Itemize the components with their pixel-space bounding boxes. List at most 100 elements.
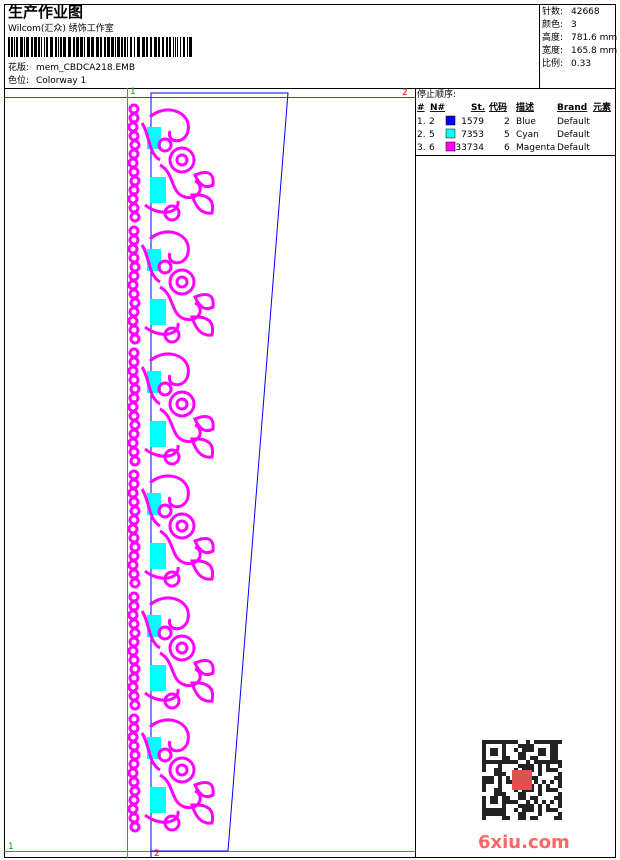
qr-cell bbox=[482, 780, 486, 784]
bar bbox=[121, 37, 123, 57]
qr-cell bbox=[486, 808, 490, 812]
qr-cell bbox=[506, 756, 510, 760]
qr-cell bbox=[502, 816, 506, 820]
qr-cell bbox=[514, 800, 518, 804]
qr-cell bbox=[498, 760, 502, 764]
bar bbox=[60, 37, 62, 57]
qr-cell bbox=[534, 816, 538, 820]
bar bbox=[154, 37, 157, 57]
qr-cell bbox=[546, 804, 550, 808]
bar bbox=[34, 37, 37, 57]
qr-cell bbox=[482, 808, 486, 812]
bar bbox=[96, 37, 99, 57]
qr-cell bbox=[506, 740, 510, 744]
qr-cell bbox=[482, 756, 486, 760]
bar bbox=[87, 37, 90, 57]
column-header: 代码 bbox=[488, 101, 507, 113]
needle: 5 bbox=[429, 130, 435, 140]
qr-cell bbox=[482, 812, 486, 816]
bar bbox=[20, 37, 23, 57]
qr-cell bbox=[526, 744, 530, 748]
qr-cell bbox=[558, 804, 562, 808]
qr-cell bbox=[482, 748, 486, 752]
qr-cell bbox=[490, 752, 494, 756]
qr-cell bbox=[494, 812, 498, 816]
qr-cell bbox=[494, 796, 498, 800]
brand: Default bbox=[557, 143, 590, 153]
qr-cell bbox=[502, 804, 506, 808]
qr-cell bbox=[530, 764, 534, 768]
bar bbox=[55, 37, 57, 57]
bar bbox=[177, 37, 178, 57]
qr-cell bbox=[502, 800, 506, 804]
column-header: Brand bbox=[557, 103, 587, 113]
qr-cell bbox=[490, 740, 494, 744]
qr-cell bbox=[502, 792, 506, 796]
design-area: 1 2 1 2 bbox=[4, 87, 415, 859]
qr-cell bbox=[538, 752, 542, 756]
qr-cell bbox=[534, 780, 538, 784]
stat-label: 比例: bbox=[542, 57, 563, 69]
qr-cell bbox=[550, 740, 554, 744]
qr-cell bbox=[526, 748, 530, 752]
qr-cell bbox=[482, 752, 486, 756]
qr-cell bbox=[522, 808, 526, 812]
seq: 2. bbox=[417, 130, 426, 140]
bar bbox=[38, 37, 40, 57]
qr-cell bbox=[522, 812, 526, 816]
brand: Default bbox=[557, 117, 590, 127]
qr-cell bbox=[498, 740, 502, 744]
code: 6 bbox=[504, 143, 510, 153]
bar bbox=[146, 37, 148, 57]
marker: 1 bbox=[130, 87, 136, 97]
bar bbox=[150, 37, 152, 57]
design-label: 花版: bbox=[8, 61, 29, 73]
qr-cell bbox=[494, 760, 498, 764]
qr-cell bbox=[482, 740, 486, 744]
bar bbox=[158, 37, 160, 57]
qr-cell bbox=[558, 740, 562, 744]
seq: 1. bbox=[417, 117, 426, 127]
bar bbox=[73, 37, 75, 57]
qr-cell bbox=[534, 796, 538, 800]
qr-cell bbox=[510, 740, 514, 744]
marker: 2 bbox=[154, 849, 160, 859]
embroidery-motif bbox=[127, 225, 215, 345]
qr-cell bbox=[518, 796, 522, 800]
qr-cell bbox=[482, 800, 486, 804]
bar bbox=[189, 37, 192, 57]
qr-cell bbox=[494, 748, 498, 752]
column-header: 描述 bbox=[516, 101, 534, 113]
colorway: Colorway 1 bbox=[36, 76, 86, 86]
qr-cell bbox=[494, 792, 498, 796]
qr-cell bbox=[490, 776, 494, 780]
bar bbox=[46, 37, 48, 57]
qr-cell bbox=[538, 740, 542, 744]
qr-cell bbox=[490, 808, 494, 812]
bar bbox=[16, 37, 18, 57]
page-border bbox=[4, 4, 616, 858]
bar bbox=[162, 37, 164, 57]
qr-cell bbox=[550, 748, 554, 752]
qr-cell bbox=[482, 760, 486, 764]
qr-cell bbox=[494, 740, 498, 744]
column-header: 元素 bbox=[593, 101, 611, 113]
bar bbox=[127, 37, 128, 57]
stat-label: 颜色: bbox=[542, 18, 563, 30]
qr-cell bbox=[518, 744, 522, 748]
qr-cell bbox=[554, 740, 558, 744]
column-header: # bbox=[417, 103, 425, 113]
qr-cell bbox=[514, 740, 518, 744]
qr-cell bbox=[534, 760, 538, 764]
needle: 6 bbox=[429, 143, 435, 153]
qr-cell bbox=[550, 756, 554, 760]
bar bbox=[124, 37, 126, 57]
qr-cell bbox=[482, 784, 486, 788]
qr-cell bbox=[482, 804, 486, 808]
stitches: 1579 bbox=[461, 117, 484, 127]
qr-cell bbox=[550, 808, 554, 812]
qr-cell bbox=[554, 744, 558, 748]
qr-cell bbox=[482, 816, 486, 820]
watermark: 6xiu.com bbox=[478, 832, 570, 853]
qr-cell bbox=[494, 752, 498, 756]
